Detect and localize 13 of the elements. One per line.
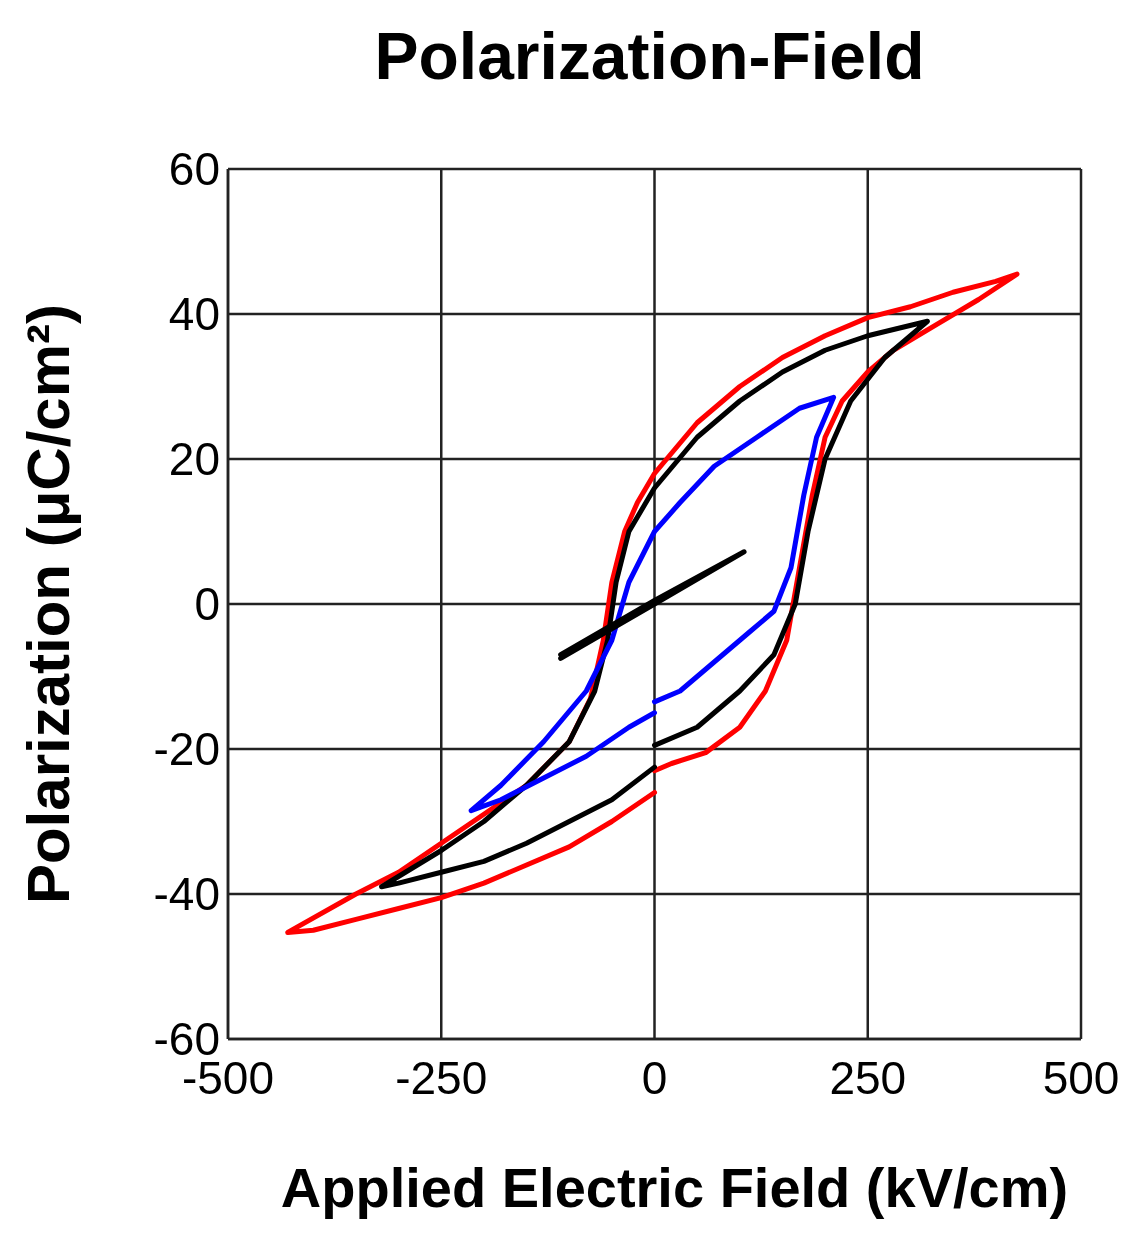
x-axis-title: Applied Electric Field (kV/cm) <box>280 1156 1069 1219</box>
y-tick-label: -40 <box>153 868 220 921</box>
x-tick-label: -250 <box>395 1051 488 1104</box>
y-tick-label: 0 <box>194 578 220 631</box>
y-tick-label: 60 <box>168 143 220 196</box>
y-tick-label: 20 <box>168 433 220 486</box>
y-tick-label: 40 <box>168 288 220 341</box>
x-tick-label: 250 <box>829 1051 907 1104</box>
y-axis-title: Polarization (μC/cm²) <box>14 303 82 905</box>
x-tick-label: 0 <box>641 1051 668 1104</box>
chart-title: Polarization-Field <box>373 18 926 94</box>
x-tick-label: 500 <box>1042 1051 1120 1104</box>
y-tick-label: -20 <box>153 723 220 776</box>
